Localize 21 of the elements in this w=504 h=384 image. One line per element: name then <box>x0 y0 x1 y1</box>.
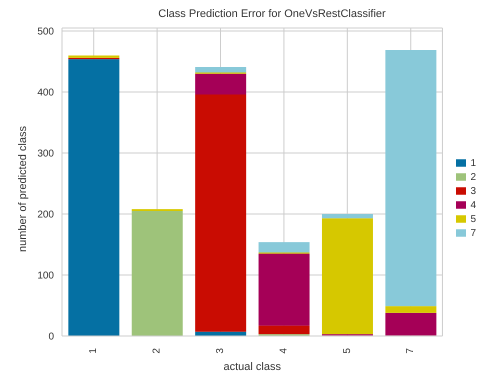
legend-label: 5 <box>470 214 476 225</box>
x-axis-title: actual class <box>223 361 282 373</box>
y-tick-label: 500 <box>37 26 54 38</box>
legend-label: 2 <box>470 172 476 183</box>
y-axis-title: number of predicted class <box>16 126 29 252</box>
legend-label: 7 <box>470 228 476 239</box>
x-tick-label: 3 <box>215 348 226 354</box>
x-tick-label: 2 <box>152 348 163 354</box>
y-tick-label: 300 <box>37 148 54 160</box>
legend-label: 4 <box>470 200 476 211</box>
x-tick-label: 5 <box>342 348 353 354</box>
y-tick-label: 200 <box>37 210 54 221</box>
x-tick-label: 1 <box>88 348 100 354</box>
legend-label: 1 <box>470 158 476 169</box>
x-tick-label: 7 <box>405 348 416 354</box>
y-tick-label: 400 <box>37 88 54 99</box>
y-tick-label: 100 <box>37 270 54 282</box>
y-tick-label: 0 <box>48 332 54 343</box>
chart-title: Class Prediction Error for OneVsRestClassifier <box>157 8 387 22</box>
x-tick-label: 4 <box>278 348 290 354</box>
legend-label: 3 <box>470 186 476 197</box>
